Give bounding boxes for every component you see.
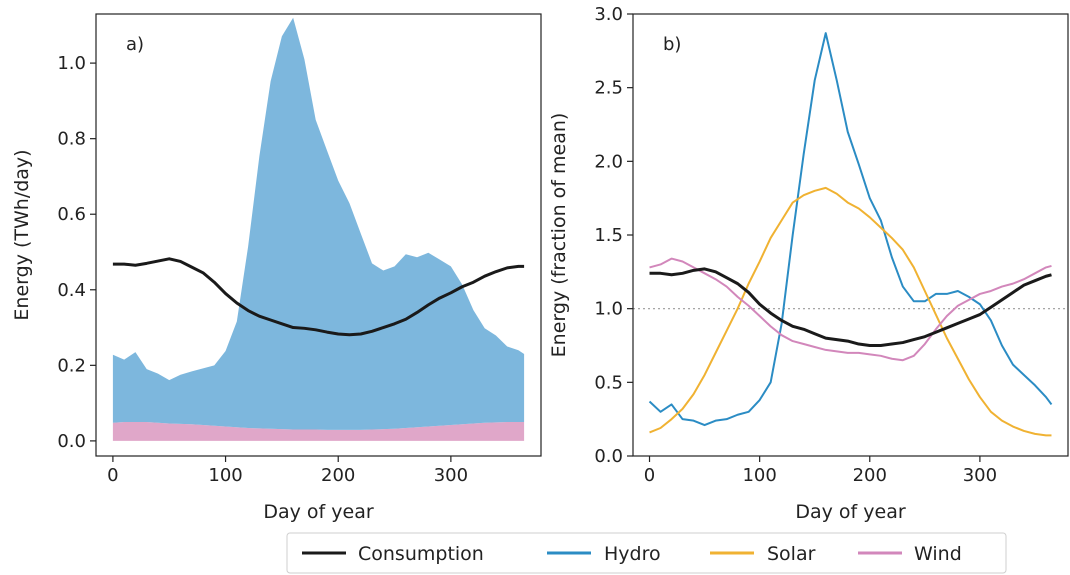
y-tick-label: 0.5 bbox=[594, 372, 623, 393]
x-tick-label: 0 bbox=[644, 465, 655, 486]
legend: Consumption Hydro Solar Wind bbox=[286, 532, 1007, 574]
y-tick-label: 0.0 bbox=[594, 446, 623, 467]
y-tick-label: 1.5 bbox=[594, 225, 623, 246]
series-line-consumption bbox=[112, 257, 525, 337]
x-tick-label: 300 bbox=[434, 465, 468, 486]
legend-label-consumption: Consumption bbox=[358, 543, 484, 565]
legend-label-hydro: Hydro bbox=[604, 543, 661, 565]
y-tick-label: 0.6 bbox=[57, 204, 86, 225]
x-tick-label: 200 bbox=[321, 465, 355, 486]
y-tick-label: 0.8 bbox=[57, 129, 86, 150]
plot-frame bbox=[632, 13, 1069, 457]
panel-label: a) bbox=[126, 34, 144, 55]
series-line-hydro bbox=[648, 32, 1053, 427]
x-tick-label: 200 bbox=[853, 465, 887, 486]
x-tick-label: 0 bbox=[107, 465, 118, 486]
y-tick-label: 2.0 bbox=[594, 151, 623, 172]
y-tick-label: 1.0 bbox=[57, 53, 86, 74]
panel-b: 0 100 200 300 0.0 0.5 1.0 1.5 2.0 2.5 3.0 Day of ye… bbox=[548, 4, 1069, 523]
x-tick-label: 100 bbox=[208, 465, 242, 486]
legend-label-wind: Wind bbox=[914, 543, 962, 565]
y-tick-label: 0.2 bbox=[57, 355, 86, 376]
x-tick-label: 300 bbox=[963, 465, 997, 486]
legend-box bbox=[286, 532, 1007, 574]
panel-a: 0 100 200 300 0.0 0.2 0.4 0.6 0.8 1.0 Day of year E… bbox=[11, 13, 542, 523]
x-axis-label: Day of year bbox=[795, 501, 905, 523]
y-axis-label: Energy (fraction of mean) bbox=[548, 113, 570, 358]
series-line-consumption bbox=[649, 267, 1052, 347]
y-tick-label: 0.4 bbox=[57, 280, 86, 301]
series-line-solar bbox=[649, 186, 1052, 437]
plot-frame bbox=[95, 13, 542, 457]
legend-label-solar: Solar bbox=[767, 543, 816, 565]
y-tick-label: 3.0 bbox=[594, 4, 623, 25]
y-tick-label: 0.0 bbox=[57, 431, 86, 452]
x-axis-label: Day of year bbox=[263, 501, 373, 523]
series-area-wind bbox=[112, 422, 525, 441]
y-axis-label: Energy (TWh/day) bbox=[11, 149, 33, 320]
panel-label: b) bbox=[663, 34, 681, 55]
series-line-wind bbox=[649, 257, 1052, 362]
series-area-hydro bbox=[112, 17, 525, 430]
y-tick-label: 1.0 bbox=[594, 299, 623, 320]
y-tick-label: 2.5 bbox=[594, 78, 623, 99]
x-tick-label: 100 bbox=[742, 465, 776, 486]
